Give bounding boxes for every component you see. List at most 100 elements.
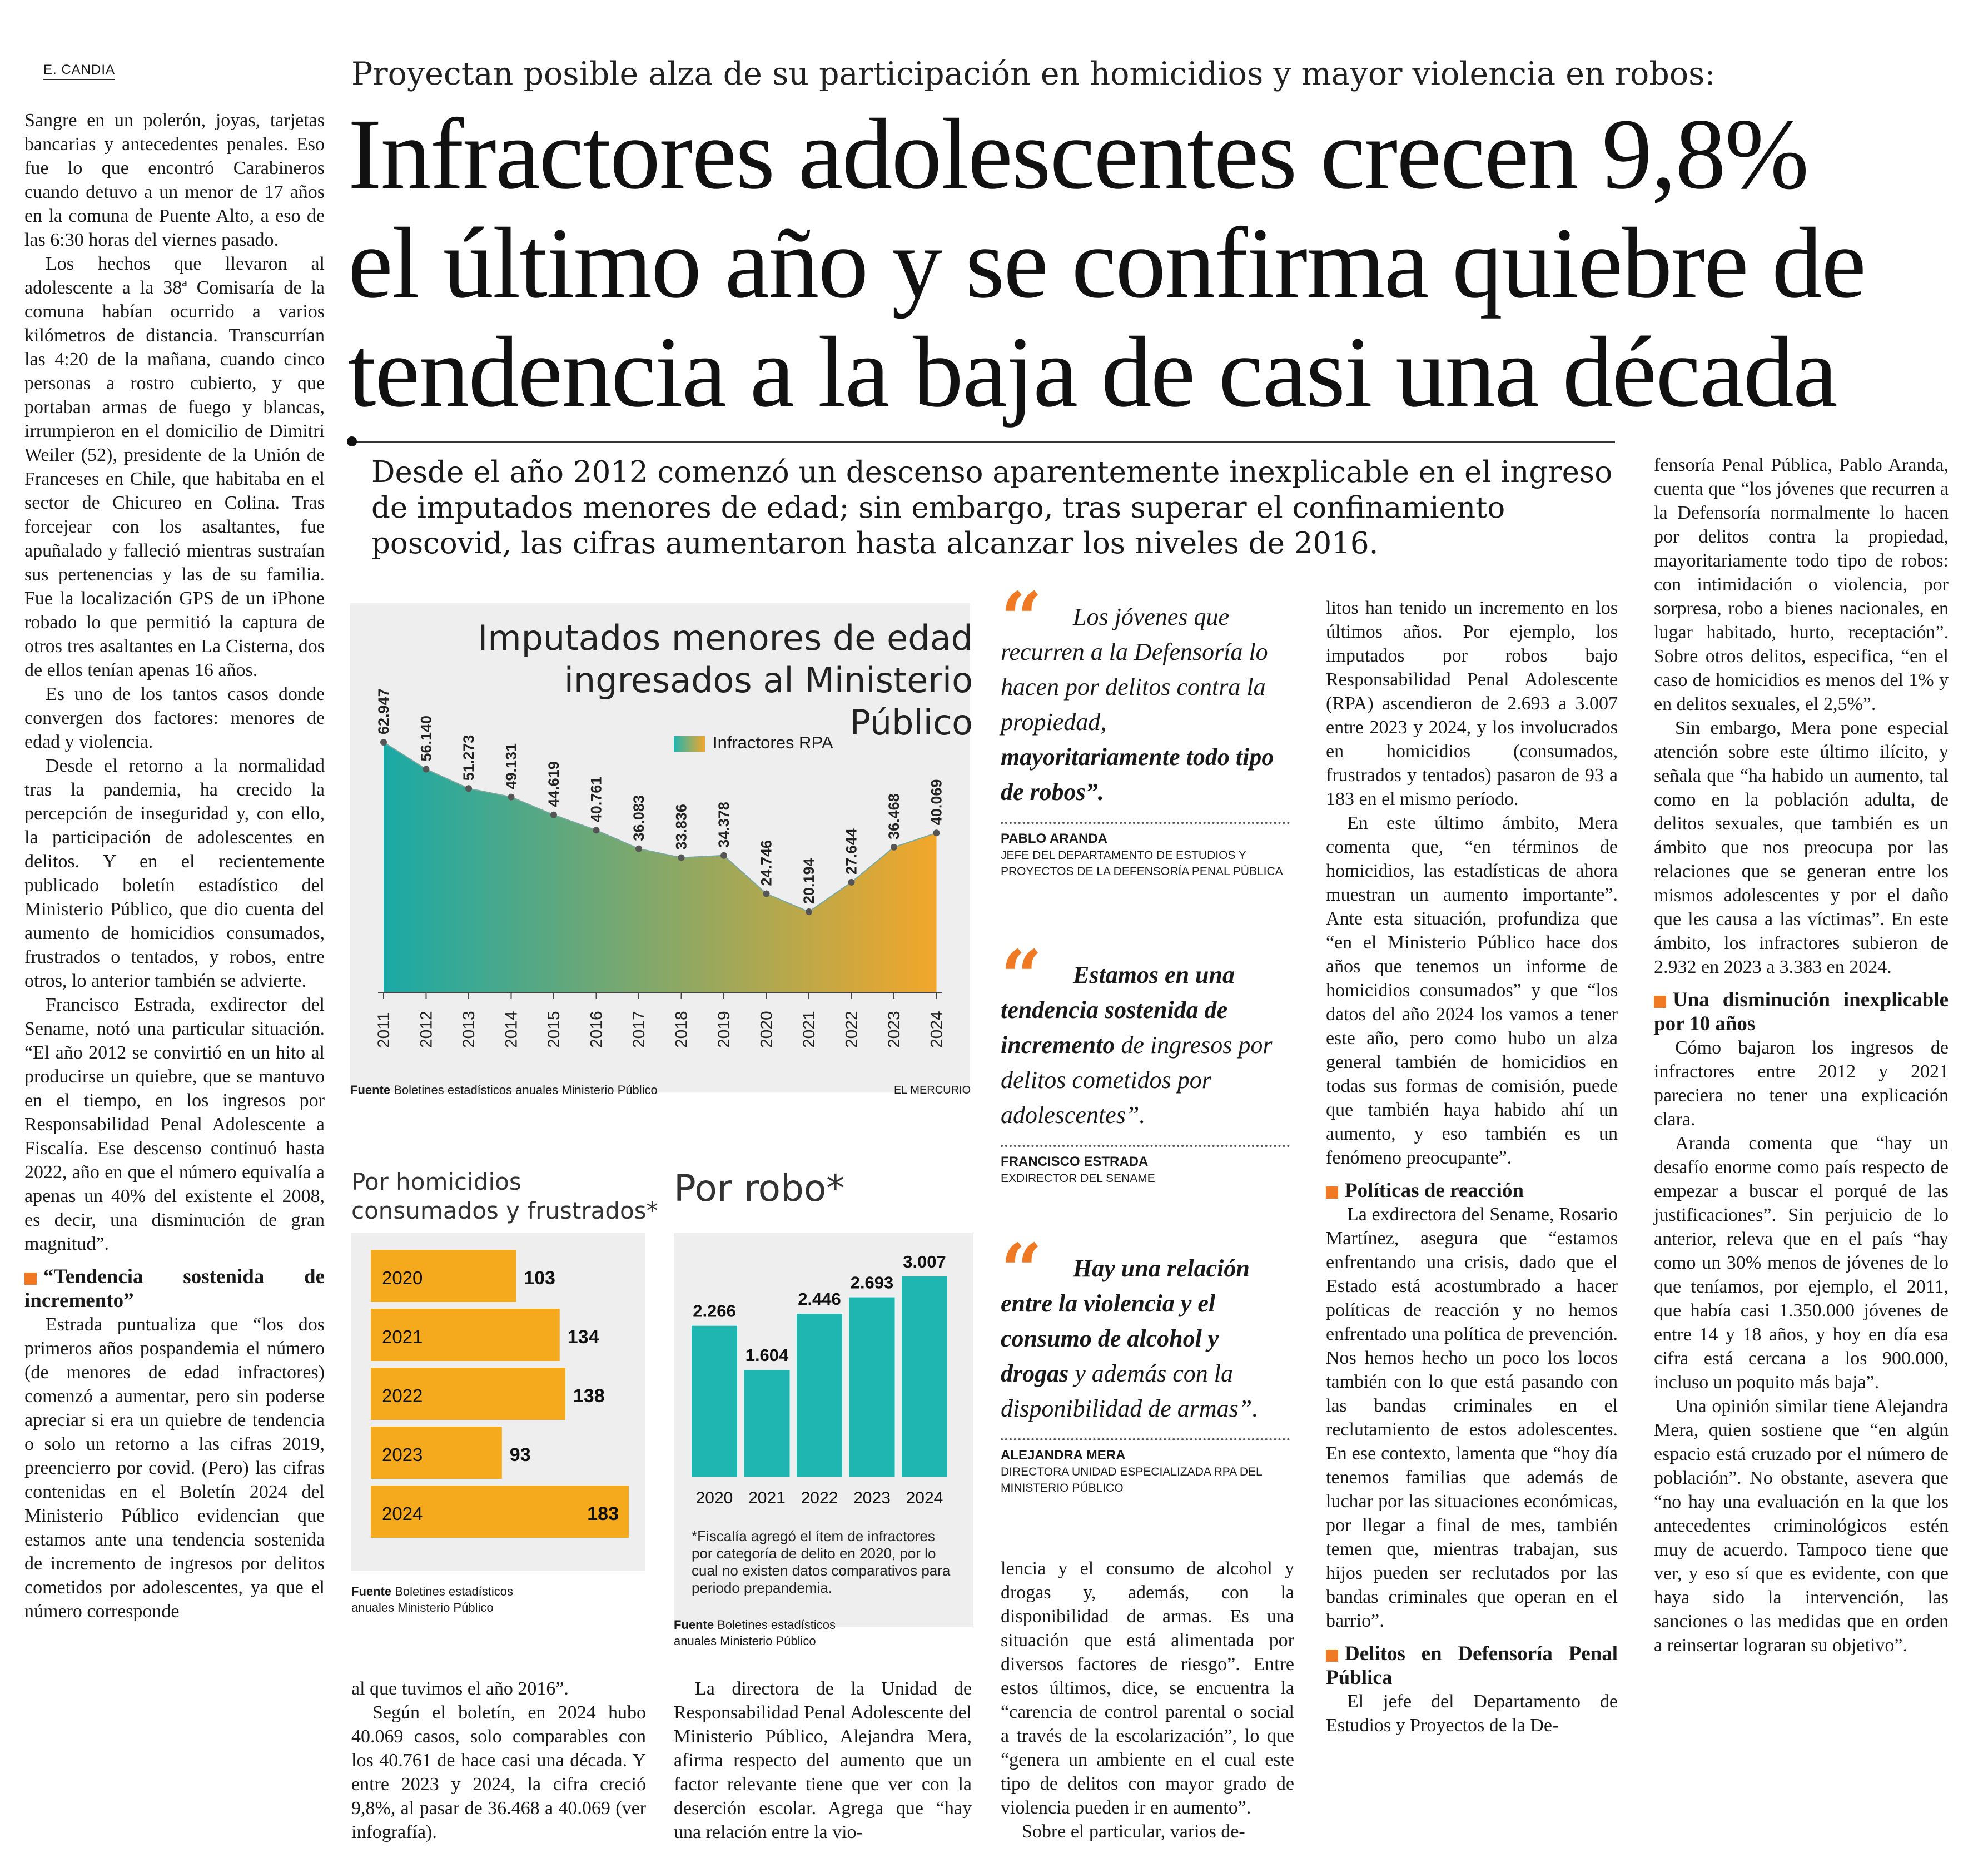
x-tick-label: 2022 <box>843 1011 861 1048</box>
data-point <box>806 908 812 915</box>
quote-bold: mayoritariamente todo tipo de robos”. <box>1001 743 1274 806</box>
lead-rule-dot <box>347 436 357 446</box>
bar-category-label: 2021 <box>382 1327 423 1347</box>
main-chart-title: Imputados menores de edad ingresados al … <box>477 618 973 743</box>
source-label: Fuente <box>350 1083 391 1097</box>
column-6-paragraph: Aranda comenta que “hay un desafío enorm… <box>1654 1133 1949 1393</box>
quote-3: “ Hay una relación entre la violencia y … <box>1001 1234 1290 1496</box>
subheading: “Tendencia sostenida de incremento” <box>24 1265 325 1313</box>
x-tick-label: 2021 <box>800 1011 818 1048</box>
source-text: Boletines estadísticos anuales Ministeri… <box>394 1083 658 1097</box>
area-series-line <box>383 742 937 913</box>
bar-value-label: 138 <box>573 1385 605 1407</box>
headline: Infractores adolescentes crecen 9,8% el … <box>348 100 1960 427</box>
x-tick-label: 2024 <box>928 1011 946 1048</box>
x-tick-label: 2012 <box>418 1011 436 1048</box>
bar-value-label: 103 <box>524 1268 555 1289</box>
column-2: al que tuvimos el año 2016”. Según el bo… <box>351 1677 646 1844</box>
robbery-chart-source: Fuente Boletines estadísticos anuales Mi… <box>674 1617 874 1649</box>
column-3-paragraph: La directora de la Unidad de Responsabil… <box>674 1678 972 1842</box>
column-5-paragraph: La exdirectora del Sename, Rosario Martí… <box>1326 1204 1618 1631</box>
data-label: 27.644 <box>843 828 860 875</box>
bar-value-label: 93 <box>510 1444 531 1465</box>
robbery-bar-chart: 2.266 2020 1.604 2021 2.446 2022 2.693 2023 3.00… <box>692 1252 947 1507</box>
bar-value-label: 2.446 <box>798 1289 841 1309</box>
byline: E. CANDIA <box>43 62 116 80</box>
column-1-paragraph: Desde el retorno a la normalidad tras la… <box>24 756 325 991</box>
quote-text: Hay una relación entre la violencia y el… <box>1001 1251 1290 1426</box>
robbery-chart-footnote: *Fiscalía agregó el ítem de infractores … <box>692 1528 951 1596</box>
quote-author-role: DIRECTORA UNIDAD ESPECIALIZADA RPA DEL M… <box>1001 1465 1262 1494</box>
data-point <box>720 852 727 859</box>
lead-line-3: poscovid, las cifras aumentaron hasta al… <box>371 526 1379 560</box>
quote-1: “ Los jóvenes que recurren a la Defensor… <box>1001 583 1290 880</box>
column-3: La directora de la Unidad de Responsabil… <box>674 1677 972 1844</box>
bar-value-label: 183 <box>587 1503 619 1524</box>
bar-value-label: 3.007 <box>903 1252 946 1271</box>
bar <box>849 1297 895 1477</box>
lead-rule <box>350 441 1615 443</box>
data-point <box>508 793 515 801</box>
column-1-paragraph: Sangre en un polerón, joyas, tarjetas ba… <box>24 110 325 250</box>
lead-line-2: de imputados menores de edad; sin embarg… <box>371 491 1505 525</box>
data-point <box>848 878 855 886</box>
data-label: 62.947 <box>375 688 392 734</box>
bar-value-label: 1.604 <box>745 1345 789 1365</box>
quote-italic: y además con la disponibilidad de armas”… <box>1001 1360 1259 1422</box>
column-5-paragraph: En este último ámbito, Mera comenta que,… <box>1326 813 1618 1168</box>
main-chart-source: Fuente Boletines estadísticos anuales Mi… <box>350 1083 658 1097</box>
x-tick-label: 2020 <box>696 1489 733 1507</box>
subheading: Políticas de reacción <box>1326 1179 1618 1203</box>
quote-divider <box>1001 1145 1290 1147</box>
column-6-paragraph: Una opinión similar tiene Alejandra Mera… <box>1654 1396 1949 1656</box>
column-5-paragraph: El jefe del Departamento de Estudios y P… <box>1326 1691 1618 1736</box>
bar <box>902 1276 947 1477</box>
quote-divider <box>1001 1438 1290 1440</box>
subheading-text: Políticas de reacción <box>1345 1179 1524 1202</box>
data-point <box>550 811 557 818</box>
source-text: Boletines estadísticos anuales Ministeri… <box>351 1584 514 1614</box>
data-point <box>423 766 430 773</box>
lead-line-1: Desde el año 2012 comenzó un descenso ap… <box>371 455 1613 489</box>
quote-author-role: EXDIRECTOR DEL SENAME <box>1001 1172 1155 1185</box>
bar-value-label: 134 <box>568 1327 599 1348</box>
column-5-paragraph: litos han tenido un incremento en los úl… <box>1326 598 1618 809</box>
data-label: 36.468 <box>886 793 902 839</box>
bar <box>371 1427 502 1479</box>
column-1-paragraph: Los hechos que llevaron al adolescente a… <box>24 254 325 680</box>
data-point <box>763 890 770 897</box>
data-point <box>891 843 897 851</box>
homicide-chart-source: Fuente Boletines estadísticos anuales Mi… <box>351 1583 540 1616</box>
area-series <box>384 742 937 992</box>
square-bullet-icon <box>24 1272 37 1285</box>
square-bullet-icon <box>1326 1186 1338 1199</box>
quote-bold: Estamos en una tendencia sostenida de in… <box>1001 961 1235 1059</box>
subheading-text: “Tendencia sostenida de incremento” <box>24 1265 325 1312</box>
quote-author: FRANCISCO ESTRADA <box>1001 1154 1149 1169</box>
data-label: 44.619 <box>545 761 562 807</box>
data-label: 24.746 <box>758 840 775 886</box>
source-label: Fuente <box>351 1584 392 1598</box>
x-tick-label: 2023 <box>853 1489 891 1507</box>
square-bullet-icon <box>1654 995 1666 1008</box>
headline-line-3: tendencia a la baja de casi una década <box>348 316 1838 428</box>
data-label: 40.761 <box>588 777 605 823</box>
column-2-paragraph: al que tuvimos el año 2016”. <box>351 1678 569 1699</box>
area-chart: 62.947 2011 56.140 2012 51.273 2013 49.131 2014… <box>375 688 946 1048</box>
bar <box>371 1486 629 1538</box>
quote-2: “ Estamos en una tendencia sostenida de … <box>1001 941 1290 1186</box>
x-tick-label: 2018 <box>673 1011 691 1048</box>
data-label: 36.083 <box>630 795 647 841</box>
chart-credit: EL MERCURIO <box>894 1084 971 1096</box>
bar <box>797 1314 842 1477</box>
x-tick-label: 2013 <box>460 1011 478 1048</box>
data-label: 33.836 <box>673 804 690 850</box>
bar-value-label: 2.266 <box>693 1301 736 1321</box>
quote-divider <box>1001 822 1290 824</box>
square-bullet-icon <box>1326 1649 1338 1662</box>
data-point <box>465 785 472 792</box>
bar <box>371 1309 560 1361</box>
subheading: Una disminución inexplicable por 10 años <box>1654 988 1949 1036</box>
data-label: 49.131 <box>503 743 520 789</box>
x-tick-label: 2021 <box>748 1489 786 1507</box>
